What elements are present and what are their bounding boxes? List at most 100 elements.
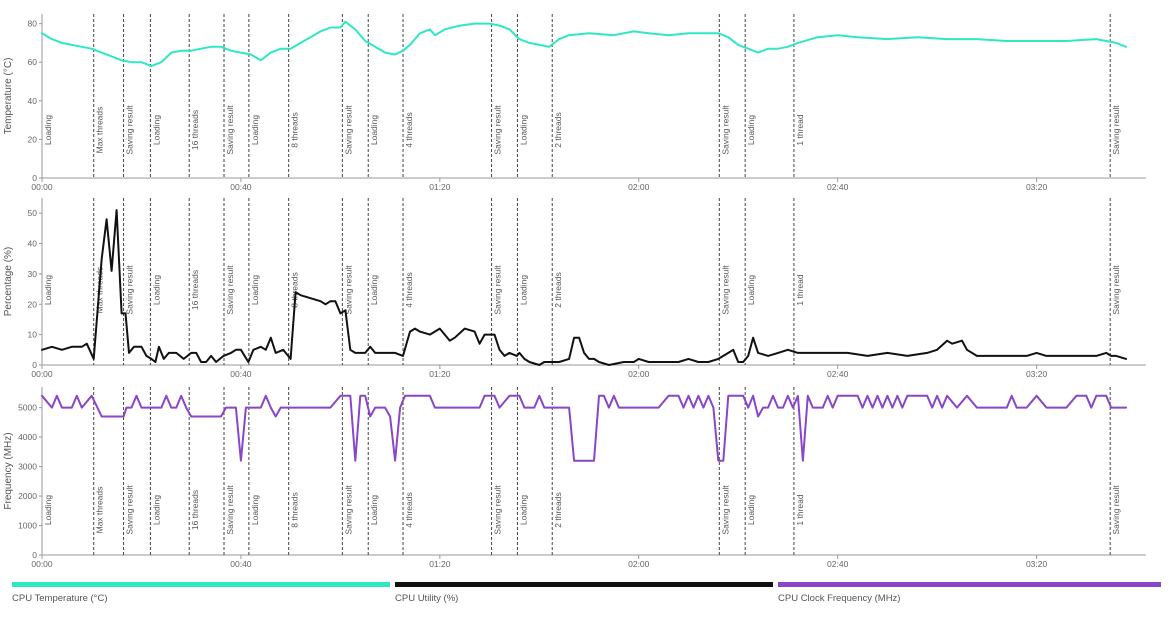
x-tick-label: 01:20	[429, 182, 451, 192]
phase-label: Saving result	[720, 265, 730, 315]
phase-label: Saving result	[720, 485, 730, 535]
phase-label: 2 threads	[553, 272, 563, 307]
x-tick-label: 02:00	[628, 559, 650, 569]
x-tick-label: 00:40	[230, 182, 252, 192]
phase-label: Loading	[151, 275, 161, 306]
phase-label: Saving result	[125, 485, 135, 535]
phase-label: Saving result	[720, 105, 730, 155]
y-tick-label: 20	[28, 299, 38, 309]
phase-label: 4 threads	[404, 492, 414, 527]
phase-label: Saving result	[125, 105, 135, 155]
phase-label: 16 threads	[190, 270, 200, 310]
phase-label: Max threads	[95, 107, 105, 154]
series-line-temperature	[41, 20, 1128, 68]
y-tick-label: 0	[32, 360, 37, 370]
phase-label: Loading	[43, 115, 53, 146]
phase-label: 16 threads	[190, 110, 200, 150]
phase-label: Loading	[518, 275, 528, 306]
x-tick-label: 00:00	[31, 182, 53, 192]
x-tick-label: 00:40	[230, 369, 252, 379]
phase-label: Saving result	[125, 265, 135, 315]
phase-label: Saving result	[1111, 265, 1121, 315]
x-tick-label: 03:20	[1026, 182, 1048, 192]
x-tick-label: 03:20	[1026, 369, 1048, 379]
phase-label: Saving result	[493, 105, 503, 155]
phase-label: Loading	[151, 115, 161, 146]
phase-label: Loading	[746, 495, 756, 526]
y-tick-label: 30	[28, 269, 38, 279]
legend-swatch-temperature	[12, 582, 390, 587]
phase-label: Loading	[151, 495, 161, 526]
legend-label-frequency: CPU Clock Frequency (MHz)	[778, 593, 900, 604]
y-tick-label: 3000	[18, 462, 37, 472]
y-tick-label: 20	[28, 134, 38, 144]
y-axis-title: Temperature (°C)	[3, 58, 14, 135]
temperature-panel: 0 20 40 60 80 Temperature (°C) 00:00 00:40 01:20…	[3, 14, 1146, 192]
x-tick-label: 02:00	[628, 369, 650, 379]
legend: CPU Temperature (°C) CPU Utility (%) CPU C…	[12, 582, 1161, 604]
y-tick-label: 40	[28, 239, 38, 249]
series-line-frequency	[41, 394, 1128, 462]
phase-label: 2 threads	[553, 492, 563, 527]
frequency-panel: 0 1000 2000 3000 4000 5000 Frequency (MHz) 00:0…	[3, 387, 1146, 569]
phase-label: 8 threads	[290, 492, 300, 527]
phase-label: Saving result	[343, 485, 353, 535]
phase-label: 1 thread	[795, 114, 805, 145]
y-tick-label: 50	[28, 208, 38, 218]
phase-label: Saving result	[1111, 485, 1121, 535]
legend-swatch-frequency	[778, 582, 1161, 587]
y-tick-label: 10	[28, 330, 38, 340]
legend-swatch-utility	[395, 582, 773, 587]
y-tick-label: 60	[28, 57, 38, 67]
x-tick-label: 02:40	[827, 559, 849, 569]
phase-label: Saving result	[225, 105, 235, 155]
y-tick-label: 4000	[18, 432, 37, 442]
x-tick-label: 00:00	[31, 559, 53, 569]
phase-label: Loading	[369, 275, 379, 306]
y-tick-label: 80	[28, 19, 38, 29]
x-tick-label: 01:20	[429, 369, 451, 379]
phase-label: 1 thread	[795, 274, 805, 305]
y-tick-label: 0	[32, 550, 37, 560]
phase-label: Saving result	[1111, 105, 1121, 155]
phase-label: 2 threads	[553, 112, 563, 147]
y-tick-label: 40	[28, 96, 38, 106]
x-tick-label: 02:40	[827, 182, 849, 192]
phase-label: 8 threads	[290, 272, 300, 307]
y-tick-label: 0	[32, 173, 37, 183]
phase-label: 4 threads	[404, 112, 414, 147]
phase-label: Loading	[746, 115, 756, 146]
phase-label: 8 threads	[290, 112, 300, 147]
y-tick-label: 1000	[18, 521, 37, 531]
y-tick-label: 2000	[18, 491, 37, 501]
legend-label-temperature: CPU Temperature (°C)	[12, 593, 107, 604]
phase-label: Saving result	[493, 265, 503, 315]
phase-label: Loading	[518, 495, 528, 526]
phase-label: Loading	[43, 495, 53, 526]
x-tick-label: 02:40	[827, 369, 849, 379]
phase-label: 1 thread	[795, 494, 805, 525]
y-axis-title: Frequency (MHz)	[3, 432, 14, 509]
x-tick-label: 00:00	[31, 369, 53, 379]
phase-label: Saving result	[343, 265, 353, 315]
phase-label: Loading	[250, 275, 260, 306]
phase-label: Loading	[746, 275, 756, 306]
phase-label: Loading	[250, 115, 260, 146]
series-line-utility	[41, 209, 1128, 366]
phase-label: Loading	[518, 115, 528, 146]
phase-label: Saving result	[225, 265, 235, 315]
y-tick-label: 5000	[18, 403, 37, 413]
phase-label: 4 threads	[404, 272, 414, 307]
x-tick-label: 01:20	[429, 559, 451, 569]
utility-panel: 0 10 20 30 40 50 Percentage (%) 00:00 00:40 01:20…	[3, 198, 1146, 379]
phase-label: Loading	[250, 495, 260, 526]
phase-label: Saving result	[493, 485, 503, 535]
phase-label: Saving result	[225, 485, 235, 535]
y-axis-title: Percentage (%)	[3, 247, 14, 316]
x-tick-label: 02:00	[628, 182, 650, 192]
phase-label: Loading	[369, 115, 379, 146]
phase-label: 16 threads	[190, 490, 200, 530]
x-tick-label: 03:20	[1026, 559, 1048, 569]
